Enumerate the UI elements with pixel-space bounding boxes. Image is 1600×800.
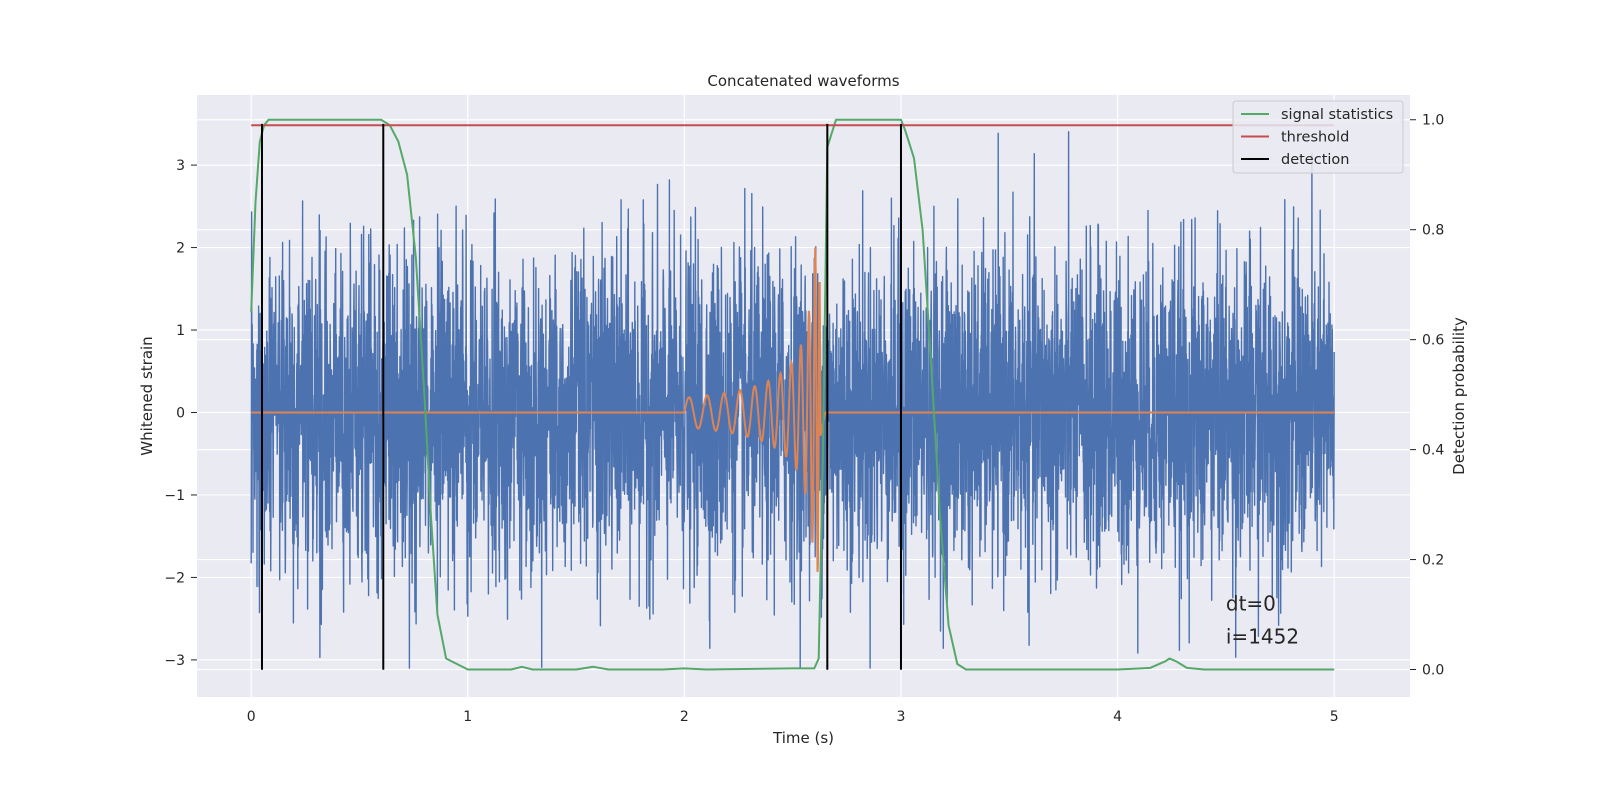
x-tick-label: 5	[1330, 709, 1339, 725]
chart-title: Concatenated waveforms	[707, 72, 899, 90]
annotations: dt=0 i=1452	[1226, 591, 1299, 648]
legend-label: signal statistics	[1281, 107, 1393, 123]
y-tick-label-left: 2	[176, 241, 185, 257]
annotation-text: dt=0	[1226, 591, 1276, 615]
annotation-text: i=1452	[1226, 624, 1299, 648]
y-ticks-right: 0.0 0.2 0.4 0.6 0.8 1.0	[1410, 113, 1444, 679]
legend-label: threshold	[1281, 130, 1349, 146]
x-tick-label: 2	[680, 709, 689, 725]
y-axis-label-right: Detection probability	[1450, 317, 1468, 475]
x-tick-label: 0	[247, 709, 256, 725]
legend: signal statistics threshold detection	[1232, 100, 1404, 174]
x-tick-label: 1	[463, 709, 472, 725]
y-tick-label-right: 1.0	[1422, 113, 1444, 129]
y-tick-label-left: 3	[176, 158, 185, 174]
x-tick-label: 4	[1113, 709, 1122, 725]
y-tick-label-left: 1	[176, 323, 185, 339]
y-tick-label-right: 0.8	[1422, 223, 1444, 239]
chirp-signal-line	[251, 247, 1335, 573]
signal-statistics-line	[250, 118, 1335, 671]
y-tick-label-right: 0.2	[1422, 553, 1444, 569]
x-axis-label: Time (s)	[772, 729, 834, 747]
legend-box	[1232, 100, 1404, 174]
y-tick-label-right: 0.0	[1422, 663, 1444, 679]
y-tick-label-right: 0.6	[1422, 333, 1444, 349]
x-ticks: 0 1 2 3 4 5	[247, 709, 1339, 725]
y-axis-label-left: Whitened strain	[138, 336, 156, 455]
y-tick-label-left: −3	[164, 653, 185, 669]
series-layer	[250, 118, 1335, 671]
y-tick-label-left: 0	[176, 405, 185, 421]
y-ticks-left: −3 −2 −1 0 1 2 3	[164, 158, 197, 669]
legend-label: detection	[1281, 152, 1349, 168]
x-tick-label: 3	[897, 709, 906, 725]
y-tick-label-left: −2	[164, 570, 185, 586]
y-tick-label-right: 0.4	[1422, 443, 1444, 459]
y-tick-label-left: −1	[164, 488, 185, 504]
